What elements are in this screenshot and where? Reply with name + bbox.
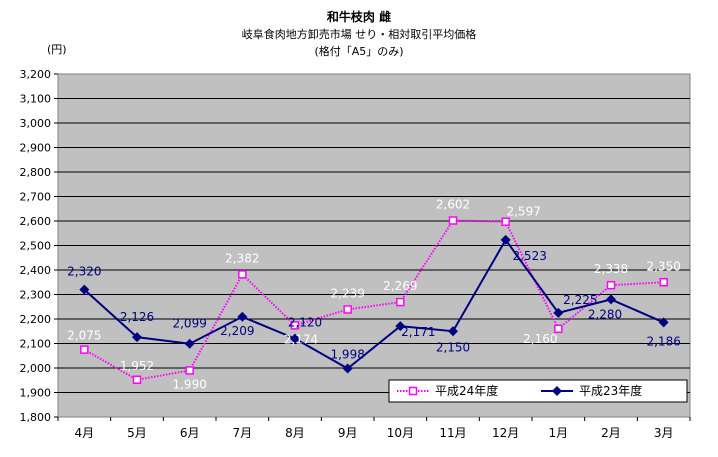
x-tick-label: 9月 [338, 426, 358, 440]
point-heisei24 [80, 345, 89, 354]
y-tick-label: 2,200 [20, 313, 52, 326]
data-label-heisei23: 2,126 [120, 310, 154, 324]
data-label-heisei23: 2,120 [288, 316, 322, 330]
point-heisei23 [448, 326, 458, 337]
point-heisei23 [132, 332, 142, 343]
x-axis: 4月 5月 6月 7月 8月 9月 10月 11月 12月 1月 2月 3月 [57, 417, 691, 440]
point-heisei24 [659, 278, 668, 287]
data-label-heisei23: 2,320 [67, 265, 101, 279]
x-tick-label: 2月 [601, 426, 621, 440]
data-label-heisei23: 2,171 [401, 325, 435, 339]
data-label-heisei23: 2,186 [646, 334, 680, 348]
x-tick-label: 12月 [492, 426, 519, 440]
y-tick-label: 3,100 [20, 93, 52, 106]
y-axis-unit: (円) [47, 43, 67, 56]
point-heisei23 [658, 317, 669, 328]
legend-label-heisei23: 平成23年度 [579, 383, 642, 398]
legend-marker-heisei24 [408, 386, 418, 396]
y-tick-label: 3,200 [20, 68, 52, 81]
y-tick-label: 3,000 [20, 117, 52, 130]
point-heisei23 [79, 284, 90, 295]
point-heisei23 [290, 333, 300, 344]
data-label-heisei23: 2,150 [436, 340, 470, 354]
y-tick-label: 2,500 [20, 240, 52, 253]
chart-title: 和牛枝肉 雌 [326, 10, 392, 24]
data-label-heisei24: 2,338 [594, 262, 628, 276]
point-heisei24 [396, 297, 405, 307]
legend-label-heisei24: 平成24年度 [435, 383, 498, 398]
point-heisei23 [500, 234, 511, 245]
y-tick-label: 2,800 [20, 166, 52, 179]
x-tick-label: 6月 [180, 426, 200, 440]
data-label-heisei23: 2,099 [172, 317, 206, 331]
data-label-heisei24: 2,174 [284, 332, 318, 346]
point-heisei24 [554, 324, 563, 334]
y-tick-label: 2,300 [20, 289, 52, 302]
x-tick-label: 4月 [75, 426, 95, 440]
point-heisei24 [501, 217, 510, 226]
x-tick-label: 1月 [549, 426, 569, 440]
data-label-heisei24: 2,269 [383, 279, 417, 293]
x-tick-label: 7月 [233, 426, 253, 440]
y-tick-label: 2,100 [20, 338, 52, 351]
data-label-heisei23: 2,225 [563, 293, 597, 307]
x-tick-label: 10月 [387, 426, 414, 440]
point-heisei24 [238, 270, 247, 279]
legend: 平成24年度 平成23年度 [388, 379, 688, 403]
y-tick-label: 1,900 [20, 387, 52, 400]
legend-marker-heisei23 [552, 386, 562, 396]
data-label-heisei23: 2,280 [588, 307, 622, 321]
y-tick-label: 1,800 [20, 411, 52, 424]
legend-box [388, 379, 688, 403]
chart-subtitle: 岐阜食肉地方卸売市場 せり・相対取引平均価格 [241, 28, 477, 41]
data-label-heisei23: 2,523 [512, 249, 546, 263]
y-tick-label: 2,900 [20, 142, 52, 155]
point-heisei23 [237, 311, 248, 322]
data-label-heisei24: 2,075 [67, 329, 101, 343]
data-label-heisei24: 2,597 [506, 205, 540, 219]
point-heisei24 [132, 375, 142, 385]
data-labels: 2,075 1,952 1,990 2,382 2,174 2,239 2,269 2,602… [67, 198, 681, 392]
x-tick-label: 5月 [127, 426, 147, 440]
y-tick-label: 2,000 [20, 362, 52, 375]
y-axis: 1,800 1,900 2,000 2,100 2,200 2,300 2,400 2,500… [20, 68, 58, 424]
x-tick-label: 8月 [285, 426, 305, 440]
data-label-heisei24: 2,160 [523, 332, 557, 346]
data-label-heisei24: 1,952 [120, 359, 154, 373]
x-tick-label: 3月 [654, 426, 674, 440]
point-heisei24 [290, 321, 300, 330]
point-heisei24 [185, 366, 194, 375]
data-label-heisei24: 1,990 [172, 377, 206, 391]
gridlines [58, 98, 690, 393]
chart-subtitle-grade: (格付「A5」のみ) [314, 45, 404, 58]
data-label-heisei24: 2,602 [436, 198, 470, 212]
series-line-heisei23 [83, 238, 665, 370]
point-heisei24 [448, 216, 458, 225]
point-heisei24 [343, 305, 352, 314]
data-label-heisei23: 1,998 [330, 347, 364, 361]
point-heisei23 [342, 363, 353, 374]
y-tick-label: 2,400 [20, 264, 52, 277]
series-group [79, 216, 669, 385]
point-heisei24 [606, 280, 616, 290]
point-heisei23 [606, 294, 616, 305]
point-heisei23 [553, 307, 564, 318]
data-label-heisei24: 2,350 [646, 259, 680, 273]
y-tick-label: 2,600 [20, 215, 52, 228]
x-tick-label: 11月 [439, 426, 466, 440]
point-heisei23 [184, 338, 195, 349]
point-heisei23 [395, 321, 406, 332]
y-tick-label: 2,700 [20, 191, 52, 204]
series-line-heisei24 [83, 219, 664, 381]
data-label-heisei23: 2,209 [220, 324, 254, 338]
data-label-heisei24: 2,239 [330, 286, 364, 300]
data-label-heisei24: 2,382 [225, 251, 259, 265]
